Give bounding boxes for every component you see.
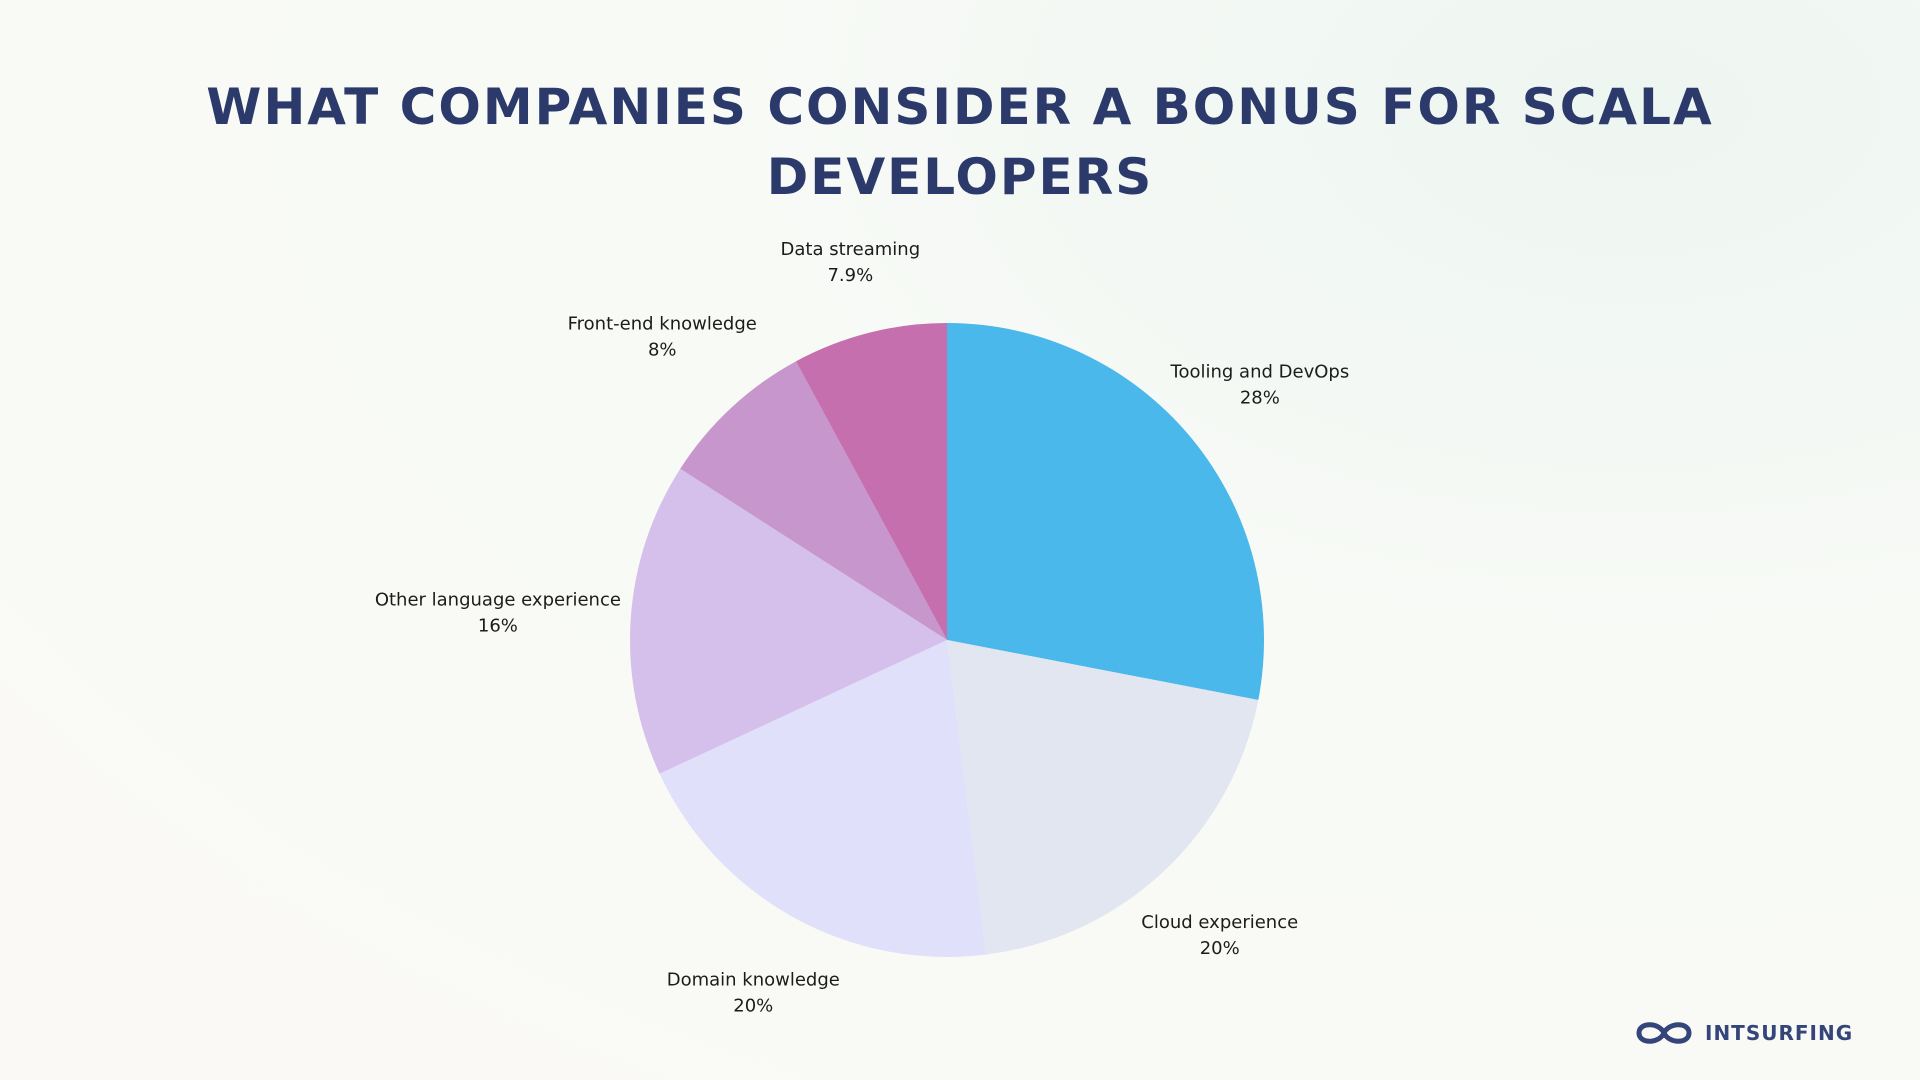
pie-slices bbox=[630, 323, 1264, 957]
pie-slice-cloud-experience bbox=[947, 640, 1259, 955]
slice-value-front-end-knowledge: 8% bbox=[648, 339, 677, 360]
slice-label-other-language-experience: Other language experience bbox=[375, 590, 621, 611]
slice-value-other-language-experience: 16% bbox=[478, 616, 518, 637]
chart-title: WHAT COMPANIES CONSIDER A BONUS FOR SCAL… bbox=[206, 78, 1714, 206]
slice-label-data-streaming: Data streaming bbox=[781, 239, 921, 260]
slice-label-cloud-experience: Cloud experience bbox=[1141, 912, 1298, 933]
pie-slice-front-end-knowledge bbox=[680, 361, 947, 640]
brand-logo: INTSURFING bbox=[1633, 1016, 1853, 1050]
slice-value-cloud-experience: 20% bbox=[1200, 938, 1240, 959]
slice-value-tooling-and-devops: 28% bbox=[1240, 388, 1280, 409]
slice-value-data-streaming: 7.9% bbox=[827, 265, 873, 286]
slice-label-domain-knowledge: Domain knowledge bbox=[667, 969, 840, 990]
slice-label-tooling-and-devops: Tooling and DevOps bbox=[1170, 362, 1350, 383]
pie-slice-domain-knowledge bbox=[659, 640, 986, 957]
pie-labels: Tooling and DevOps 28% Cloud experience 20%… bbox=[375, 239, 1349, 1016]
pie-slice-tooling-and-devops bbox=[947, 323, 1264, 700]
pie-slice-data-streaming bbox=[795, 323, 947, 640]
slice-label-front-end-knowledge: Front-end knowledge bbox=[568, 313, 757, 334]
pie-slice-other-language-experience bbox=[630, 468, 947, 774]
brand-name: INTSURFING bbox=[1705, 1021, 1854, 1045]
infinity-logo-icon bbox=[1636, 1022, 1692, 1044]
slice-value-domain-knowledge: 20% bbox=[733, 995, 773, 1016]
